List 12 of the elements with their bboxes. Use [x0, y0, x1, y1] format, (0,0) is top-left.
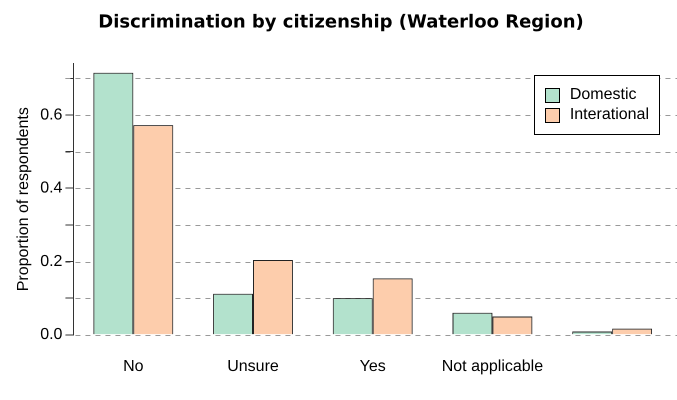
y-axis-title: Proportion of respondents: [15, 107, 32, 292]
x-tick-label: No: [123, 358, 144, 375]
y-tick-label: 0.6: [40, 106, 63, 124]
x-tick-label: Unsure: [227, 358, 279, 375]
chart-title: Discrimination by citizenship (Waterloo Region): [98, 11, 584, 32]
x-tick-label: Yes: [360, 358, 386, 375]
y-tick-label: 0.4: [40, 180, 63, 197]
y-tick-label: 0.0: [40, 326, 63, 344]
y-tick-label: 0.2: [40, 252, 63, 270]
x-tick-label: Not applicable: [442, 358, 544, 375]
legend-label: Interational: [570, 106, 649, 124]
legend-label: Domestic: [570, 86, 637, 104]
